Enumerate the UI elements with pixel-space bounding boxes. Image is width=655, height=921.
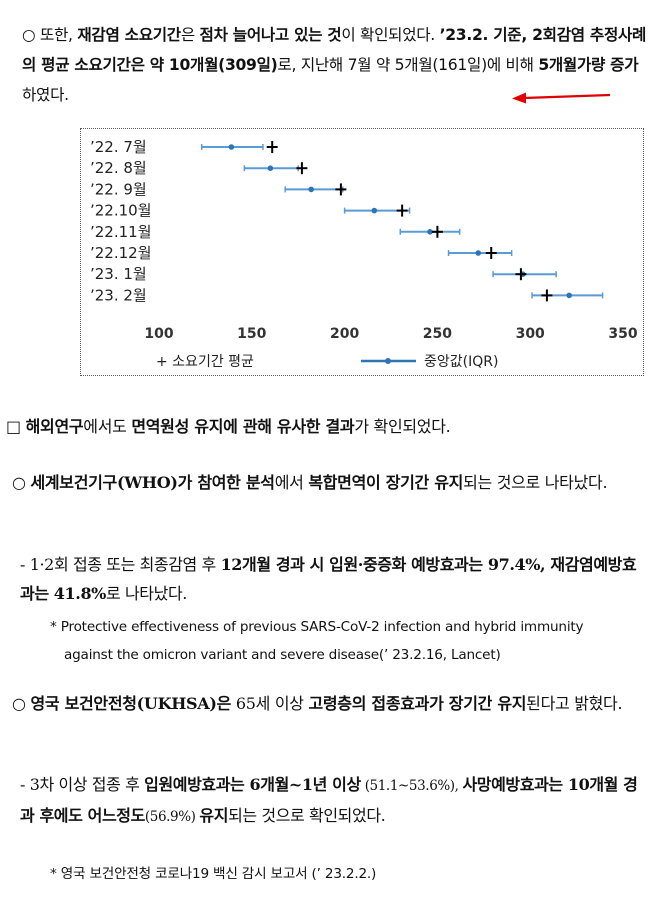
legend-median-label: 중앙값(IQR) (424, 354, 498, 370)
category-label: ’22. 7월 (90, 138, 147, 156)
legend-median-marker (385, 358, 391, 364)
legend-mean-label: + 소요기간 평균 (156, 354, 254, 370)
median-point (267, 165, 274, 171)
chart-svg: ’22. 7월 ’22. 8월 ’22. 9월 ’22.10월 ’22.11월 ’22.1… (90, 138, 638, 370)
category-label: ’22.10월 (90, 202, 152, 220)
x-tick-label: 200 (330, 326, 359, 342)
category-label: ’22. 9월 (90, 180, 147, 198)
category-label: ’23. 2월 (90, 286, 147, 304)
category-label: ’22. 8월 (90, 159, 147, 177)
red-arrow-icon (512, 92, 611, 104)
x-tick-label: 150 (237, 326, 266, 342)
paragraph-ukhsa-results: - 3차 이상 접종 후 입원예방효과는 6개월~1년 이상 (51.1~53.… (20, 775, 638, 825)
median-point (427, 229, 433, 235)
median-point (475, 250, 482, 256)
median-point (308, 186, 314, 193)
paragraph-who-results: - 1·2회 접종 또는 최종감염 후 12개월 경과 시 입원·중증화 예방효… (20, 555, 637, 603)
median-point (566, 292, 572, 299)
x-tick-label: 350 (608, 326, 637, 342)
x-tick-label: 100 (144, 326, 173, 342)
paragraph-ukhsa: ○ 영국 보건안전청(UKHSA)은 65세 이상 고령층의 접종효과가 장기간… (12, 694, 623, 713)
bullet-circle: ○ (22, 26, 36, 44)
category-label: ’23. 1월 (90, 265, 147, 283)
reinfection-period-chart: ’22. 7월 ’22. 8월 ’22. 9월 ’22.10월 ’22.11월 ’22.1… (80, 128, 644, 376)
x-tick-label: 250 (423, 326, 452, 342)
footnote-line-2: against the omicron variant and severe d… (64, 647, 501, 663)
paragraph-who-analysis: ○ 세계보건기구(WHO)가 참여한 분석에서 복합면역이 장기간 유지되는 것… (12, 473, 608, 492)
x-tick-label: 300 (516, 326, 545, 342)
category-label: ’22.11월 (90, 223, 152, 241)
square-bullet: □ (6, 417, 26, 436)
paragraph-reinfection-period: ○ 또한, 재감염 소요기간은 점차 늘어나고 있는 것이 확인되었다. ’23… (22, 26, 647, 104)
footnote-lancet: * Protective effectiveness of previous S… (50, 613, 650, 669)
bullet-circle: ○ (12, 473, 31, 492)
median-point (371, 207, 378, 214)
section-heading: □ 해외연구에서도 면역원성 유지에 관해 유사한 결과가 확인되었다. (6, 417, 451, 436)
category-label: ’22.12월 (90, 244, 152, 262)
median-point (228, 144, 235, 150)
bullet-circle: ○ (12, 694, 31, 713)
footnote-line-1: * Protective effectiveness of previous S… (50, 619, 584, 635)
footnote-ukhsa-report: * 영국 보건안전청 코로나19 백신 감시 보고서 (’ 23.2.2.) (50, 866, 377, 882)
